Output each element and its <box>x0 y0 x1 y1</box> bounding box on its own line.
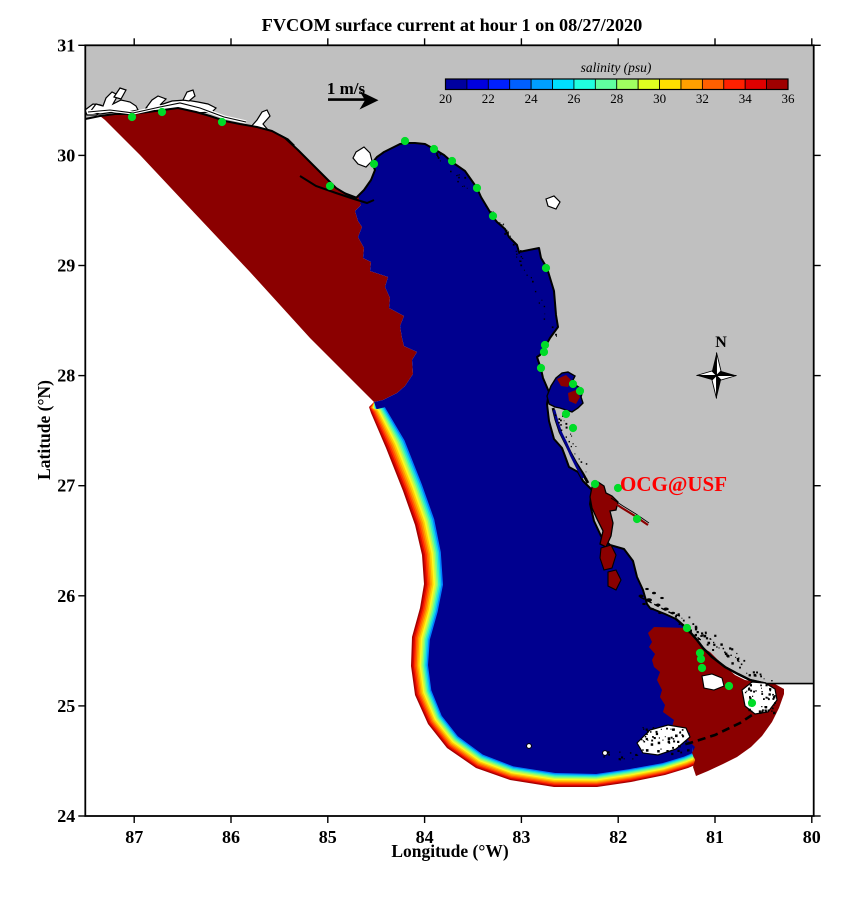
svg-text:31: 31 <box>57 35 75 55</box>
svg-text:81: 81 <box>706 827 724 847</box>
svg-text:84: 84 <box>416 827 434 847</box>
svg-text:N: N <box>715 334 727 351</box>
svg-text:86: 86 <box>222 827 240 847</box>
svg-text:OCG@USF: OCG@USF <box>620 472 727 496</box>
svg-text:28: 28 <box>610 91 623 106</box>
svg-text:26: 26 <box>567 91 581 106</box>
svg-text:24: 24 <box>525 91 539 106</box>
svg-text:30: 30 <box>653 91 666 106</box>
svg-text:85: 85 <box>319 827 337 847</box>
svg-text:25: 25 <box>57 696 75 716</box>
svg-text:27: 27 <box>57 476 75 496</box>
svg-text:36: 36 <box>782 91 796 106</box>
svg-text:26: 26 <box>57 586 75 606</box>
svg-text:28: 28 <box>57 366 75 386</box>
svg-text:Latitude (°N): Latitude (°N) <box>34 380 54 480</box>
svg-text:29: 29 <box>57 256 75 276</box>
svg-text:1 m/s: 1 m/s <box>327 79 366 98</box>
svg-text:salinity (psu): salinity (psu) <box>581 60 652 75</box>
svg-text:Longitude (°W): Longitude (°W) <box>391 841 509 861</box>
svg-text:22: 22 <box>482 91 495 106</box>
svg-text:80: 80 <box>803 827 821 847</box>
svg-text:82: 82 <box>609 827 627 847</box>
svg-text:83: 83 <box>512 827 530 847</box>
svg-text:30: 30 <box>57 145 75 165</box>
svg-text:FVCOM surface current at hour: FVCOM surface current at hour 1 on 08/27… <box>262 15 643 35</box>
svg-text:87: 87 <box>125 827 143 847</box>
svg-text:20: 20 <box>439 91 452 106</box>
svg-text:24: 24 <box>57 806 75 826</box>
svg-text:32: 32 <box>696 91 709 106</box>
svg-text:34: 34 <box>739 91 753 106</box>
